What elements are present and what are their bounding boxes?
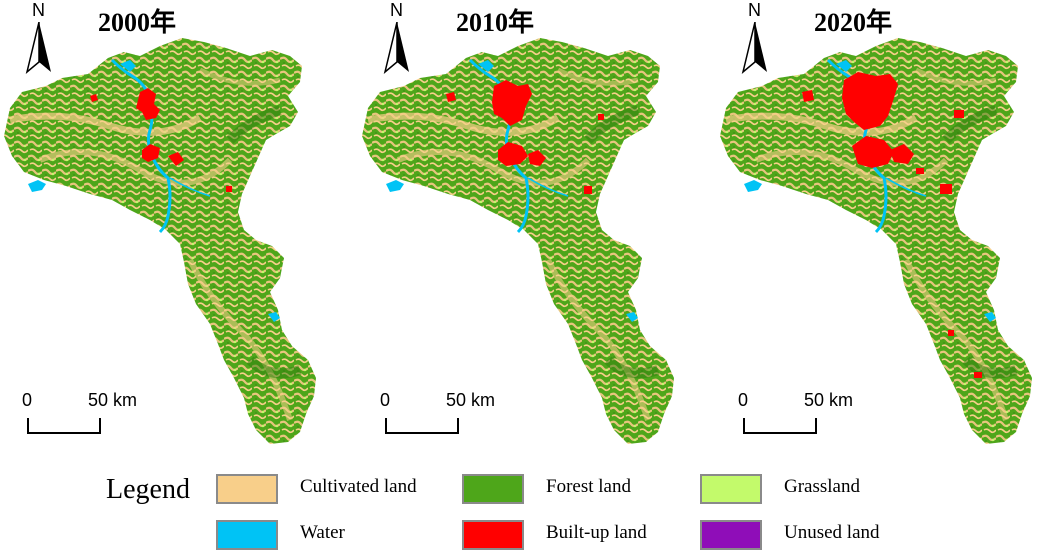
legend-swatch xyxy=(700,474,762,504)
legend-swatch xyxy=(216,520,278,550)
legend-swatch xyxy=(462,520,524,550)
legend-swatch xyxy=(216,474,278,504)
legend-title: Legend xyxy=(106,474,190,505)
map-panel-2020: 2020年 N 0 50 km xyxy=(716,0,1052,460)
scale-end-label: 50 km xyxy=(446,390,496,410)
scale-bar xyxy=(27,418,101,434)
north-label: N xyxy=(748,0,761,20)
map-panel-2000: 2000年 N 0 50 km xyxy=(0,0,350,460)
scale-bar xyxy=(743,418,817,434)
north-label: N xyxy=(390,0,403,20)
legend-label: Cultivated land xyxy=(300,476,417,497)
scale-start-label: 0 xyxy=(738,390,749,410)
map-panel-2010: 2010年 N 0 50 km xyxy=(358,0,708,460)
land-use-map-2010 xyxy=(358,0,708,460)
scale-start-label: 0 xyxy=(22,390,33,410)
legend-swatch xyxy=(462,474,524,504)
north-arrow-icon xyxy=(383,22,409,74)
map-title: 2020年 xyxy=(814,8,893,37)
legend-label: Built-up land xyxy=(546,522,647,543)
scale-bar xyxy=(385,418,459,434)
legend-label: Unused land xyxy=(784,522,880,543)
land-use-map-2020 xyxy=(716,0,1052,460)
north-arrow-icon xyxy=(25,22,51,74)
map-title: 2010年 xyxy=(456,8,535,37)
north-arrow-icon xyxy=(741,22,767,74)
built-up-areas-2000 xyxy=(90,88,232,192)
legend-label: Grassland xyxy=(784,476,860,497)
map-title: 2000年 xyxy=(98,8,177,37)
built-up-areas-2010 xyxy=(446,80,604,194)
built-up-areas-2020 xyxy=(802,72,982,378)
legend-swatch xyxy=(700,520,762,550)
scale-end-label: 50 km xyxy=(88,390,138,410)
legend-label: Forest land xyxy=(546,476,631,497)
scale-start-label: 0 xyxy=(380,390,391,410)
north-label: N xyxy=(32,0,45,20)
legend-label: Water xyxy=(300,522,345,543)
scale-end-label: 50 km xyxy=(804,390,854,410)
land-use-map-2000 xyxy=(0,0,350,460)
